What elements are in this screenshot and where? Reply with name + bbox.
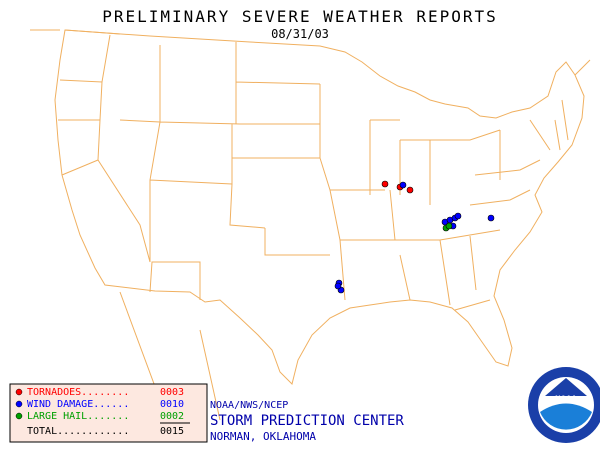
legend-count: 0003: [160, 387, 184, 398]
total-label: TOTAL............: [27, 426, 129, 437]
total-count: 0015: [160, 426, 184, 437]
title: PRELIMINARY SEVERE WEATHER REPORTS: [102, 7, 498, 26]
legend-dot: [15, 412, 23, 420]
legend-label: LARGE HAIL.......: [27, 411, 129, 422]
date: 08/31/03: [271, 27, 329, 41]
logo-wave: [540, 403, 592, 430]
location: NORMAN, OKLAHOMA: [210, 430, 316, 443]
us-outline: [54, 29, 585, 385]
report-dot: [334, 282, 342, 290]
report-dot: [381, 180, 389, 188]
state-lines: [30, 29, 591, 421]
legend-count: 0002: [160, 411, 184, 422]
report-dot: [406, 186, 414, 194]
report-dot: [445, 222, 453, 230]
report-dot: [399, 181, 407, 189]
legend-dot: [15, 400, 23, 408]
logo-gull: [545, 378, 587, 396]
report-dot: [487, 214, 495, 222]
center: STORM PREDICTION CENTER: [210, 413, 404, 429]
legend-count: 0010: [160, 399, 184, 410]
report-dot: [454, 212, 462, 220]
legend-box: [9, 383, 208, 443]
logo-text: NOAA: [555, 395, 577, 405]
legend: TORNADOES........ 0003 WIND DAMAGE...... 00…: [15, 387, 184, 437]
noaa-logo: NOAA: [528, 367, 600, 443]
legend-label: TORNADOES........: [27, 387, 129, 398]
legend-dot: [15, 388, 23, 396]
legend-label: WIND DAMAGE......: [27, 399, 129, 410]
reports: [334, 180, 495, 294]
agency: NOAA/NWS/NCEP: [210, 400, 288, 411]
map: [30, 29, 591, 421]
